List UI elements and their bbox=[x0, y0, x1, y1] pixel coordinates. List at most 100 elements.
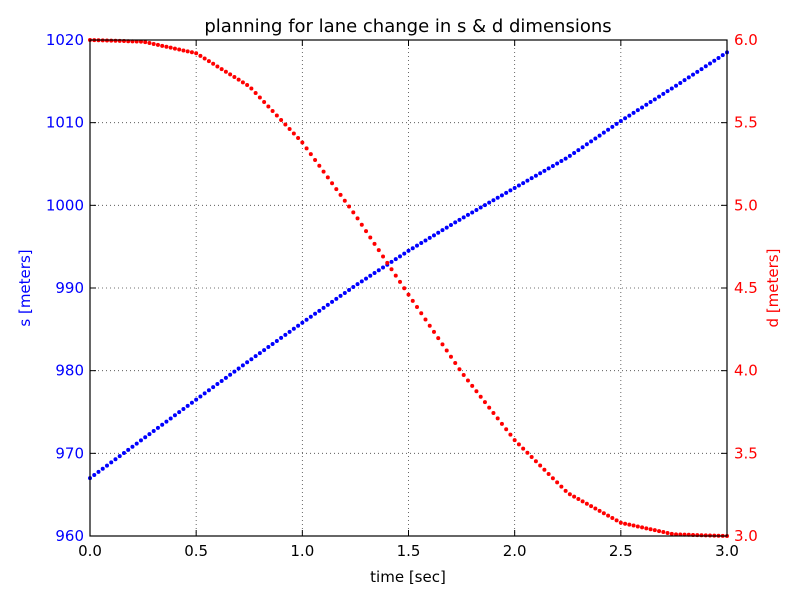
s-data-point bbox=[347, 287, 352, 292]
s-data-point bbox=[716, 55, 721, 60]
d-data-point bbox=[470, 383, 475, 388]
d-data-point bbox=[584, 501, 589, 506]
d-data-point bbox=[155, 42, 160, 47]
d-data-point bbox=[546, 471, 551, 476]
d-data-point bbox=[189, 50, 194, 55]
series-d-points bbox=[88, 38, 729, 538]
d-data-point bbox=[202, 56, 207, 61]
s-data-point bbox=[627, 113, 632, 118]
d-data-point bbox=[631, 523, 636, 528]
d-data-point bbox=[347, 204, 352, 209]
s-data-point bbox=[121, 451, 126, 456]
d-data-point bbox=[699, 533, 704, 538]
d-data-point bbox=[669, 531, 674, 536]
d-data-point bbox=[601, 511, 606, 516]
d-data-point bbox=[321, 169, 326, 174]
s-data-point bbox=[461, 215, 466, 220]
s-data-point bbox=[206, 388, 211, 393]
d-data-point bbox=[567, 492, 572, 497]
s-data-point bbox=[444, 225, 449, 230]
s-data-point bbox=[661, 91, 666, 96]
s-data-point bbox=[368, 273, 373, 278]
d-data-point bbox=[499, 421, 504, 426]
d-data-point bbox=[410, 298, 415, 303]
right-axis-label: d [meters] bbox=[764, 249, 782, 328]
s-data-point bbox=[648, 100, 653, 105]
s-data-point bbox=[686, 75, 691, 80]
s-data-point bbox=[406, 248, 411, 253]
s-data-point bbox=[355, 282, 360, 287]
d-data-point bbox=[419, 311, 424, 316]
d-data-point bbox=[644, 526, 649, 531]
d-data-point bbox=[304, 146, 309, 151]
s-data-point bbox=[228, 372, 233, 377]
s-data-point bbox=[389, 259, 394, 264]
s-data-point bbox=[300, 320, 305, 325]
d-data-point bbox=[160, 43, 165, 48]
s-data-point bbox=[291, 326, 296, 331]
d-data-point bbox=[436, 336, 441, 341]
d-data-point bbox=[618, 520, 623, 525]
d-data-point bbox=[482, 400, 487, 405]
right-tick-label: 6.0 bbox=[734, 31, 758, 49]
d-data-point bbox=[317, 163, 322, 168]
d-data-point bbox=[168, 45, 173, 50]
left-tick-label: 970 bbox=[55, 444, 84, 462]
s-data-point bbox=[448, 223, 453, 228]
s-data-point bbox=[266, 345, 271, 350]
d-data-point bbox=[355, 216, 360, 221]
left-axis-label: s [meters] bbox=[16, 249, 34, 326]
x-tick-label: 2.5 bbox=[609, 542, 633, 560]
s-data-point bbox=[457, 217, 462, 222]
s-data-point bbox=[712, 58, 717, 63]
s-data-point bbox=[495, 195, 500, 200]
s-data-point bbox=[147, 432, 152, 437]
d-data-point bbox=[206, 59, 211, 64]
s-data-point bbox=[567, 153, 572, 158]
x-axis-ticks: 0.0 0.5 1.0 1.5 2.0 2.5 3.0 bbox=[78, 40, 739, 560]
s-data-point bbox=[236, 366, 241, 371]
s-data-point bbox=[512, 185, 517, 190]
d-data-point bbox=[533, 459, 538, 464]
d-data-point bbox=[640, 525, 645, 530]
d-data-point bbox=[351, 210, 356, 215]
x-tick-label: 0.0 bbox=[78, 542, 102, 560]
d-data-point bbox=[563, 488, 568, 493]
x-tick-label: 2.0 bbox=[503, 542, 527, 560]
s-data-point bbox=[665, 89, 670, 94]
s-data-point bbox=[431, 233, 436, 238]
d-data-point bbox=[236, 77, 241, 82]
d-data-point bbox=[525, 450, 530, 455]
d-data-point bbox=[308, 152, 313, 157]
d-data-point bbox=[291, 131, 296, 136]
s-data-point bbox=[610, 124, 615, 129]
s-data-point bbox=[359, 279, 364, 284]
s-data-point bbox=[245, 360, 250, 365]
s-data-point bbox=[703, 64, 708, 69]
s-data-point bbox=[644, 102, 649, 107]
d-data-point bbox=[495, 416, 500, 421]
s-data-point bbox=[410, 246, 415, 251]
series-s-points bbox=[88, 50, 729, 481]
d-data-point bbox=[610, 516, 615, 521]
s-data-point bbox=[499, 193, 504, 198]
d-data-point bbox=[283, 122, 288, 127]
d-data-point bbox=[398, 279, 403, 284]
s-data-point bbox=[160, 422, 165, 427]
s-data-point bbox=[172, 413, 177, 418]
d-data-point bbox=[461, 373, 466, 378]
s-data-point bbox=[482, 203, 487, 208]
s-data-point bbox=[635, 108, 640, 113]
s-data-point bbox=[168, 416, 173, 421]
d-data-point bbox=[414, 305, 419, 310]
d-data-point bbox=[147, 41, 152, 46]
d-data-point bbox=[262, 100, 267, 105]
left-tick-label: 1000 bbox=[46, 196, 84, 214]
d-data-point bbox=[661, 530, 666, 535]
d-data-point bbox=[177, 47, 182, 52]
s-data-point bbox=[249, 357, 254, 362]
s-data-point bbox=[100, 466, 105, 471]
s-data-point bbox=[550, 163, 555, 168]
s-data-point bbox=[215, 382, 220, 387]
s-data-point bbox=[270, 342, 275, 347]
